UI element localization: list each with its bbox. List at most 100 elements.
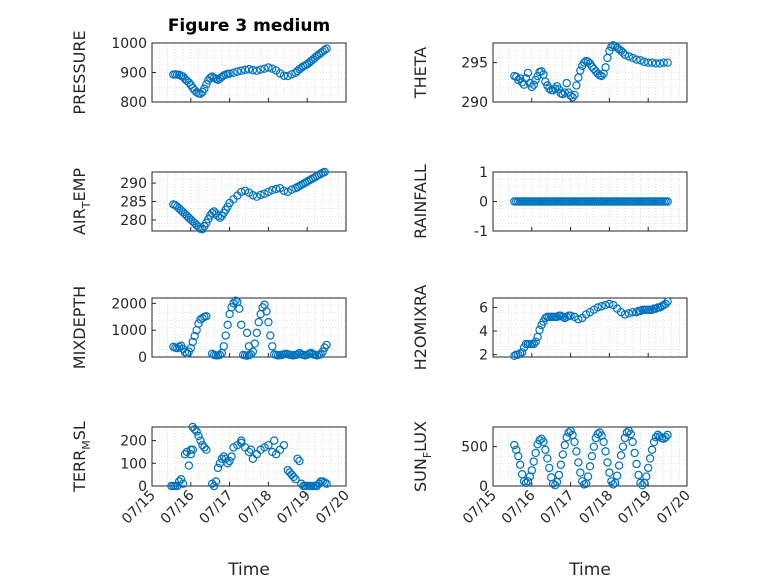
data-point: [644, 58, 653, 67]
data-point: [572, 447, 581, 456]
subplot-7: 010020007/1507/1607/1707/1807/1907/20Tim…: [70, 421, 353, 580]
data-point: [597, 71, 606, 81]
data-point: [661, 299, 670, 309]
x-tick-label: 07/16: [499, 487, 539, 527]
data-point: [196, 436, 205, 445]
x-tick-label: 07/17: [538, 488, 578, 528]
data-point: [184, 78, 194, 87]
data-point: [248, 347, 258, 356]
data-point: [626, 429, 635, 439]
y-tick-label: 200: [120, 434, 147, 450]
data-point: [252, 328, 261, 338]
data-point: [570, 437, 579, 447]
subplot-1: 800 900 1000 PRESSURE Figure 3 medium: [70, 16, 347, 115]
data-point: [205, 73, 215, 83]
data-point: [223, 459, 232, 468]
data-point: [601, 63, 610, 72]
data-point: [221, 331, 230, 340]
data-point: [605, 46, 614, 56]
data-point: [180, 450, 190, 459]
data-point: [237, 187, 246, 197]
y-axis-label: THETA: [411, 47, 430, 99]
data-point: [229, 68, 238, 77]
data-point: [566, 311, 575, 320]
data-point: [316, 169, 325, 179]
y-axis-label: RAINFALL: [411, 164, 430, 239]
x-tick-label: 07/17: [197, 488, 237, 528]
data-point: [200, 84, 209, 93]
data-point: [198, 313, 207, 323]
data-point: [279, 440, 289, 450]
grid-lines: [493, 172, 687, 231]
data-point: [640, 57, 649, 67]
data-point: [638, 481, 647, 490]
data-point: [246, 445, 256, 454]
y-axis-label: PRESSURE: [70, 30, 89, 114]
data-point: [632, 459, 641, 469]
data-point: [603, 458, 612, 467]
data-point: [541, 313, 550, 323]
data-point: [252, 192, 261, 201]
data-point: [521, 478, 531, 488]
data-point: [570, 90, 579, 100]
x-tick-label: 07/19: [615, 488, 655, 528]
subplot-4: -1 0 1 RAINFALL: [411, 164, 688, 240]
subplot-2: 290 295 THETA: [411, 41, 688, 111]
data-point: [256, 190, 265, 200]
data-point: [636, 306, 645, 316]
data-point: [556, 460, 566, 469]
data-point: [628, 437, 637, 447]
y-tick-label: -1: [474, 224, 488, 240]
y-tick-label: 500: [461, 440, 488, 456]
data-point: [618, 442, 628, 451]
data-point: [597, 302, 606, 311]
data-point: [616, 451, 626, 460]
data-point: [186, 450, 195, 459]
subplot-8: 050007/1507/1607/1707/1807/1907/20TimeSU…: [411, 421, 694, 580]
data-point: [293, 454, 302, 463]
data-point: [320, 478, 329, 487]
axes-box: [492, 426, 688, 487]
data-point: [649, 437, 659, 447]
y-axis-label: MIXDEPTH: [70, 286, 89, 369]
data-point: [620, 310, 630, 319]
data-point: [233, 67, 242, 76]
data-point: [634, 470, 643, 480]
data-point: [535, 436, 544, 445]
data-point: [560, 440, 569, 450]
data-point: [291, 474, 300, 484]
y-tick-label: 285: [120, 195, 147, 211]
data-point: [531, 75, 540, 85]
data-point: [190, 425, 199, 434]
data-point: [566, 91, 575, 100]
data-point: [293, 350, 302, 359]
data-point: [211, 477, 221, 486]
data-point: [262, 307, 271, 316]
data-point: [601, 447, 610, 456]
data-point: [200, 443, 209, 452]
data-point: [271, 184, 281, 194]
x-tick-label: 07/20: [654, 488, 694, 528]
data-point: [663, 297, 672, 306]
data-point: [510, 440, 519, 450]
y-tick-label: 0: [479, 479, 488, 495]
data-point: [519, 477, 529, 486]
data-point: [612, 471, 622, 480]
subplot-5: 0 1000 2000 MIXDEPTH: [70, 286, 347, 369]
y-tick-label: 0: [138, 479, 147, 495]
data-point: [620, 50, 630, 60]
data-point: [545, 463, 554, 473]
data-point: [227, 452, 236, 461]
data-point: [240, 186, 250, 196]
data-point: [574, 458, 583, 467]
data-point: [558, 89, 568, 99]
data-point: [202, 312, 211, 321]
data-point: [515, 460, 525, 469]
data-point: [585, 462, 595, 471]
y-tick-label: 1000: [111, 323, 147, 339]
data-point: [515, 74, 525, 83]
data-point: [576, 468, 585, 477]
y-axis-label: AIRTEMP: [70, 168, 93, 235]
data-point: [539, 437, 548, 447]
